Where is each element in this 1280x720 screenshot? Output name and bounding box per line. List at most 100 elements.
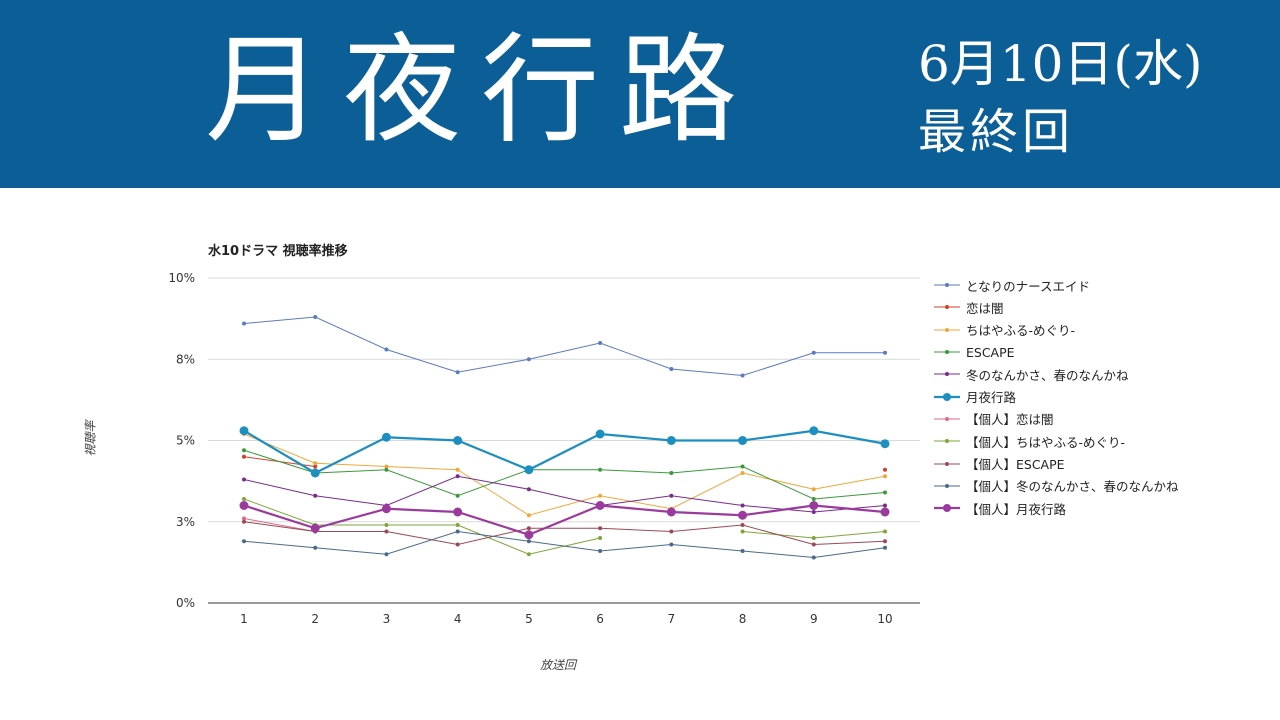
legend-item: 【個人】ESCAPE (932, 452, 1179, 474)
data-point (455, 493, 460, 498)
data-point (811, 510, 816, 514)
series-2 (242, 454, 887, 472)
data-point (740, 471, 745, 475)
data-point (455, 370, 460, 375)
series-line (243, 429, 886, 475)
data-point (313, 493, 318, 498)
data-point (242, 321, 246, 326)
legend-item: 【個人】月夜行路 (932, 497, 1179, 519)
data-point (455, 523, 460, 527)
data-point (669, 542, 674, 547)
legend-swatch (934, 439, 960, 444)
banner-subtitle: 最終回 (918, 104, 1075, 160)
data-point (809, 426, 819, 436)
data-point (526, 552, 531, 557)
data-point (811, 350, 816, 355)
x-tick-label: 2 (311, 612, 319, 626)
x-tick-label: 5 (525, 612, 533, 626)
chart-legend: となりのナースエイド 恋は闇ちはやふる-めぐり- ESCAPE 冬のなんかさ、春のなん… (932, 274, 1179, 519)
data-point (384, 464, 389, 469)
data-point (242, 519, 246, 524)
data-point (239, 501, 249, 510)
series-10 (242, 529, 887, 560)
series-line (243, 433, 886, 516)
legend-swatch (934, 416, 960, 421)
y-tick-label: 3% (176, 515, 195, 529)
legend-item: 【個人】ちはやふる-めぐり- (932, 430, 1179, 452)
x-tick-label: 10 (877, 612, 892, 626)
data-point (883, 539, 887, 544)
legend-swatch (934, 372, 960, 377)
data-point (740, 503, 745, 508)
legend-label: 【個人】冬のなんかさ、春のなんかね (966, 479, 1179, 495)
series-1 (242, 315, 887, 378)
data-point (524, 530, 534, 540)
series-line (243, 530, 886, 559)
x-tick-label: 1 (240, 612, 248, 626)
data-point (598, 536, 603, 540)
series-line (243, 475, 886, 513)
data-point (455, 529, 460, 534)
data-point (526, 357, 531, 362)
x-tick-label: 4 (454, 612, 462, 626)
data-point (595, 501, 605, 510)
series-line (243, 518, 316, 532)
legend-item: ESCAPE (932, 341, 1179, 363)
data-point (242, 448, 246, 453)
data-point (738, 436, 748, 445)
data-point (740, 464, 745, 469)
legend-swatch (934, 461, 960, 466)
x-axis-label: 放送回 (540, 658, 577, 672)
data-point (242, 497, 246, 501)
data-point (310, 468, 320, 478)
data-point (666, 507, 676, 517)
data-point (381, 432, 391, 442)
series-line (243, 316, 885, 377)
data-point (242, 516, 246, 521)
series-8 (242, 497, 887, 557)
data-point (526, 513, 531, 518)
series-9 (242, 519, 887, 547)
legend-swatch (934, 327, 960, 332)
data-point (381, 504, 391, 514)
data-point (453, 436, 463, 445)
data-point (669, 471, 674, 475)
data-point (526, 487, 531, 492)
legend-item: 月夜行路 (932, 385, 1179, 407)
x-tick-label: 7 (668, 612, 676, 626)
data-point (811, 555, 816, 560)
data-point (598, 526, 603, 531)
legend-item: 冬のなんかさ、春のなんかね (932, 363, 1179, 385)
data-point (384, 467, 389, 472)
legend-label: ESCAPE (966, 344, 1015, 360)
data-point (666, 436, 676, 445)
x-tick-label: 8 (739, 612, 747, 626)
banner-title: 月夜行路 (205, 21, 758, 159)
data-point (598, 467, 603, 472)
x-tick-label: 3 (383, 612, 391, 626)
x-tick-label: 6 (596, 612, 604, 626)
data-point (811, 497, 816, 501)
data-point (313, 461, 318, 466)
data-point (239, 426, 249, 436)
data-point (242, 454, 246, 459)
data-point (310, 523, 320, 533)
data-point (880, 507, 890, 517)
data-point (595, 429, 605, 439)
data-point (811, 487, 816, 492)
legend-label: 【個人】ちはやふる-めぐり- (966, 434, 1126, 450)
legend-item: ちはやふる-めぐり- (932, 319, 1179, 341)
data-point (455, 474, 460, 479)
legend-swatch (934, 283, 960, 288)
data-point (740, 523, 745, 527)
legend-label: 恋は闇 (966, 300, 1004, 316)
data-point (242, 477, 246, 482)
data-point (880, 439, 890, 449)
data-point (883, 545, 887, 550)
y-tick-label: 5% (176, 434, 195, 448)
data-point (883, 350, 887, 355)
legend-label: となりのナースエイド (966, 278, 1091, 294)
series-line (243, 449, 886, 500)
data-point (883, 467, 887, 472)
data-point (883, 529, 887, 534)
